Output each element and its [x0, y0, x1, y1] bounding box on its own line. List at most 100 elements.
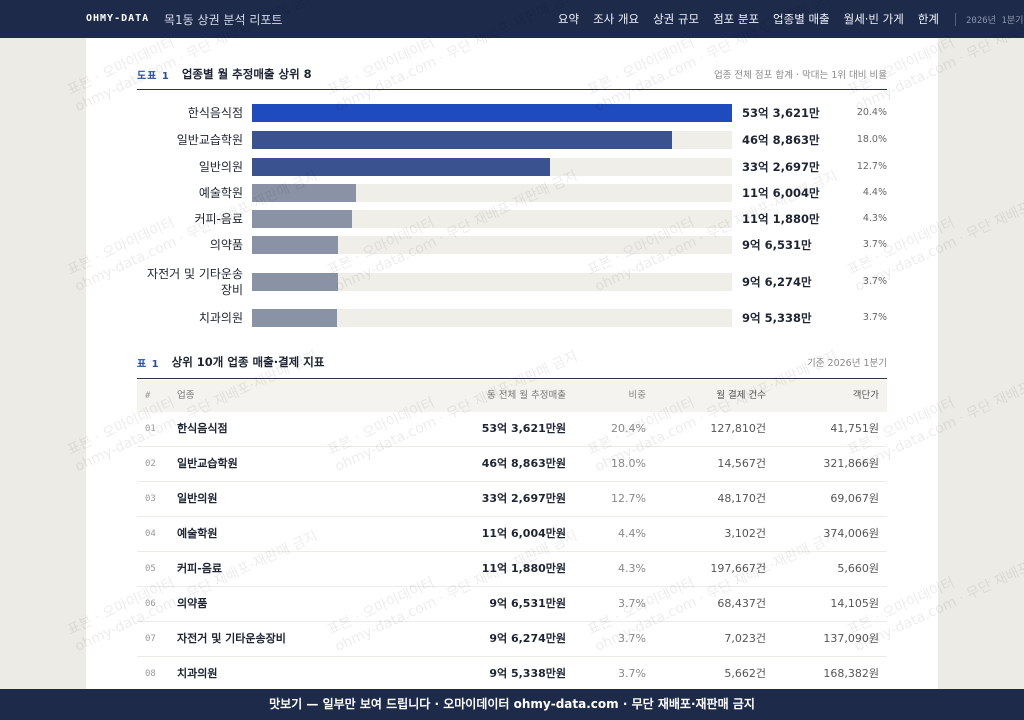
payment-count-cell: 48,170건 — [717, 492, 766, 505]
col-share: 비중 — [628, 390, 646, 401]
sales-cell: 9억 6,531만원 — [489, 597, 566, 610]
brand-logo[interactable]: OHMY-DATA — [86, 13, 150, 24]
bar-value-label: 46억 8,863만 — [742, 133, 820, 147]
bar-share-label: 20.4% — [856, 107, 887, 118]
col-unit-price: 객단가 — [852, 390, 879, 401]
unit-price-cell: 14,105원 — [830, 597, 879, 610]
bar-category-label: 자전거 및 기타운송장비 — [147, 267, 243, 297]
industry-cell: 한식음식점 — [177, 422, 228, 435]
bar-row: 한식음식점 53억 3,621만 20.4% — [137, 104, 887, 122]
nav-rent-vacancy[interactable]: 월세·빈 가게 — [843, 12, 904, 26]
industry-cell: 커피-음료 — [177, 562, 223, 575]
share-cell: 20.4% — [611, 422, 646, 435]
report-page: 도표 1 업종별 월 추정매출 상위 8 업종 전체 점포 합계 · 막대는 1… — [86, 38, 938, 689]
col-sales: 동 전체 월 추정매출 — [487, 390, 566, 401]
bar — [252, 210, 353, 228]
table-row: 03 일반의원 33억 2,697만원 12.7% 48,170건 69,067원 — [137, 482, 887, 517]
payment-count-cell: 14,567건 — [717, 457, 766, 470]
figure-header: 도표 1 업종별 월 추정매출 상위 8 업종 전체 점포 합계 · 막대는 1… — [137, 66, 887, 82]
col-rank: # — [145, 391, 151, 401]
col-payment-count: 월 결제 건수 — [716, 390, 766, 401]
bar-row: 커피-음료 11억 1,880만 4.3% — [137, 210, 887, 228]
bar-track — [252, 131, 732, 149]
table-row: 06 의약품 9억 6,531만원 3.7% 68,437건 14,105원 — [137, 587, 887, 622]
nav-store-distribution[interactable]: 점포 분포 — [713, 12, 760, 26]
bar-category-label: 예술학원 — [198, 186, 243, 200]
unit-price-cell: 374,006원 — [823, 527, 879, 540]
preview-notice: 맛보기 — 일부만 보여 드립니다 · 오마이데이터 ohmy-data.com… — [269, 697, 755, 711]
unit-price-cell: 5,660원 — [837, 562, 879, 575]
payment-count-cell: 3,102건 — [724, 527, 766, 540]
sales-cell: 9억 5,338만원 — [489, 667, 566, 680]
share-cell: 12.7% — [611, 492, 646, 505]
sales-cell: 9억 6,274만원 — [489, 632, 566, 645]
nav-limitations[interactable]: 한계 — [917, 12, 939, 26]
nav-sales-by-industry[interactable]: 업종별 매출 — [773, 12, 830, 26]
bar-row: 일반교습학원 46억 8,863만 18.0% — [137, 131, 887, 149]
bar-track — [252, 184, 732, 202]
rank-cell: 08 — [145, 669, 156, 679]
bar-category-label: 일반의원 — [198, 160, 243, 174]
table-number: 표 1 — [137, 358, 160, 370]
bar-share-label: 18.0% — [856, 134, 887, 145]
industry-cell: 자전거 및 기타운송장비 — [177, 632, 286, 645]
bar-track — [252, 236, 732, 254]
bar-value-label: 11억 6,004만 — [742, 186, 820, 200]
bar-track — [252, 104, 732, 122]
bar-category-label: 일반교습학원 — [176, 133, 243, 147]
payment-count-cell: 197,667건 — [710, 562, 766, 575]
industry-cell: 일반교습학원 — [177, 457, 238, 470]
rank-cell: 02 — [145, 459, 156, 469]
bar-track — [252, 210, 732, 228]
table-head: # 업종 동 전체 월 추정매출 비중 월 결제 건수 객단가 — [137, 380, 887, 412]
bar-row: 자전거 및 기타운송장비 9억 6,274만 3.7% — [137, 266, 887, 298]
bar-category-label: 한식음식점 — [187, 106, 243, 120]
bar-row: 치과의원 9억 5,338만 3.7% — [137, 309, 887, 327]
bar — [252, 131, 672, 149]
unit-price-cell: 137,090원 — [823, 632, 879, 645]
section-nav: 요약 조사 개요 상권 규모 점포 분포 업종별 매출 월세·빈 가게 한계 2… — [544, 0, 1024, 38]
table-row: 04 예술학원 11억 6,004만원 4.4% 3,102건 374,006원 — [137, 517, 887, 552]
rank-cell: 04 — [145, 529, 156, 539]
bar-share-label: 12.7% — [856, 161, 887, 172]
bar — [252, 236, 339, 254]
unit-price-cell: 69,067원 — [830, 492, 879, 505]
document-title: 목1동 상권 분석 리포트 — [164, 13, 283, 27]
top-navigation-bar: OHMY-DATA 목1동 상권 분석 리포트 요약 조사 개요 상권 규모 점… — [0, 0, 1024, 38]
share-cell: 3.7% — [618, 667, 646, 680]
nav-survey-overview[interactable]: 조사 개요 — [593, 12, 640, 26]
bar — [252, 273, 339, 291]
col-industry: 업종 — [177, 390, 195, 401]
payment-count-cell: 68,437건 — [717, 597, 766, 610]
bar-value-label: 11억 1,880만 — [742, 212, 820, 226]
unit-price-cell: 168,382원 — [823, 667, 879, 680]
bar-category-label: 커피-음료 — [194, 212, 244, 226]
rank-cell: 01 — [145, 424, 156, 434]
nav-summary[interactable]: 요약 — [557, 12, 580, 26]
rank-cell: 05 — [145, 564, 156, 574]
bar-row: 예술학원 11억 6,004만 4.4% — [137, 184, 887, 202]
sales-cell: 11억 6,004만원 — [481, 527, 566, 540]
bar-track — [252, 273, 732, 291]
table-row: 01 한식음식점 53억 3,621만원 20.4% 127,810건 41,751원 — [137, 412, 887, 447]
figure-number: 도표 1 — [137, 70, 170, 82]
share-cell: 4.3% — [618, 562, 646, 575]
industry-cell: 의약품 — [177, 597, 208, 610]
industry-cell: 일반의원 — [177, 492, 218, 505]
table-row: 07 자전거 및 기타운송장비 9억 6,274만원 3.7% 7,023건 137,09… — [137, 622, 887, 657]
bar-row: 의약품 9억 6,531만 3.7% — [137, 236, 887, 254]
bar-track — [252, 309, 732, 327]
table-note: 기준 2026년 1분기 — [807, 358, 887, 369]
payment-count-cell: 7,023건 — [724, 632, 766, 645]
nav-market-size[interactable]: 상권 규모 — [653, 12, 700, 26]
sales-cell: 33억 2,697만원 — [481, 492, 566, 505]
bar-category-label: 의약품 — [209, 238, 243, 252]
bar-share-label: 4.4% — [862, 187, 887, 198]
payment-count-cell: 127,810건 — [710, 422, 766, 435]
rank-cell: 03 — [145, 494, 156, 504]
table-header: 표 1 상위 10개 업종 매출·결제 지표 기준 2026년 1분기 — [137, 354, 887, 370]
table-row: 02 일반교습학원 46억 8,863만원 18.0% 14,567건 321,866원 — [137, 447, 887, 482]
bar — [252, 184, 356, 202]
bar-share-label: 3.7% — [862, 239, 887, 250]
bar-value-label: 9억 6,531만 — [742, 238, 812, 252]
